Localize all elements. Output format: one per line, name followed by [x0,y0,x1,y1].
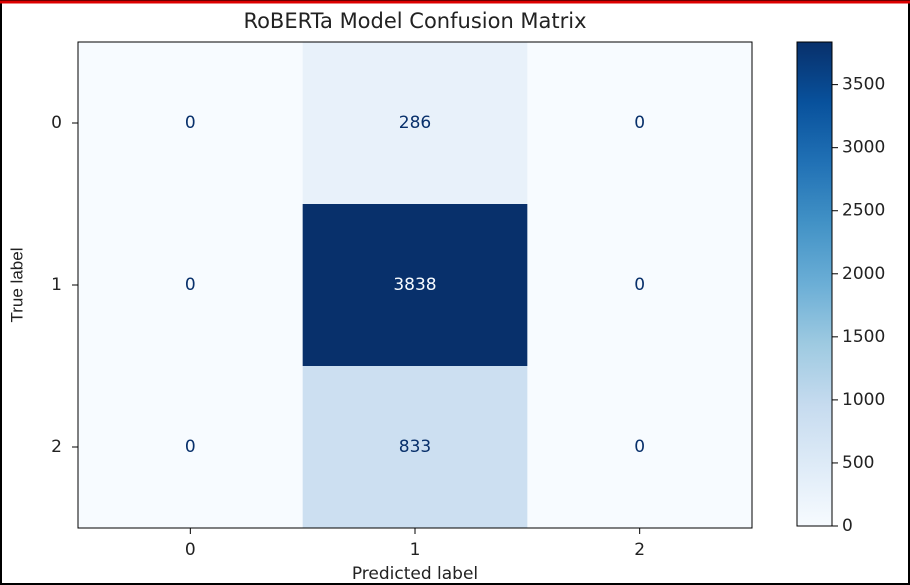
y-tick-label: 0 [51,113,62,133]
cell-value: 0 [634,275,645,295]
cell [78,366,304,529]
cell [302,42,528,205]
cell-value: 833 [399,437,431,457]
x-axis-label: Predicted label [352,564,478,584]
colorbar-tick-label: 0 [842,516,853,536]
chart-title: RoBERTa Model Confusion Matrix [243,9,586,33]
cell [78,42,304,205]
colorbar-tick-label: 2500 [842,201,885,221]
cell [302,366,528,529]
cell-value: 0 [185,275,196,295]
cell [78,204,304,367]
cell-value: 0 [634,113,645,133]
y-axis-label: True label [7,248,26,323]
x-tick-label: 2 [634,540,645,560]
colorbar-tick-label: 3000 [842,138,885,158]
y-tick-label: 2 [51,437,62,457]
colorbar-tick-label: 3500 [842,75,885,95]
cell-value: 0 [185,437,196,457]
x-tick-label: 1 [410,540,421,560]
colorbar-tick-label: 1000 [842,390,885,410]
cell-value: 0 [185,113,196,133]
colorbar-tick-label: 1500 [842,327,885,347]
cell [527,204,753,367]
cell [527,366,753,529]
cell [302,204,528,367]
x-tick-label: 0 [185,540,196,560]
cell [527,42,753,205]
cell-value: 3838 [393,275,436,295]
colorbar [796,41,833,527]
cell-value: 0 [634,437,645,457]
colorbar-tick-label: 500 [842,453,874,473]
colorbar-tick-label: 2000 [842,264,885,284]
y-tick-label: 1 [51,275,62,295]
cell-value: 286 [399,113,431,133]
